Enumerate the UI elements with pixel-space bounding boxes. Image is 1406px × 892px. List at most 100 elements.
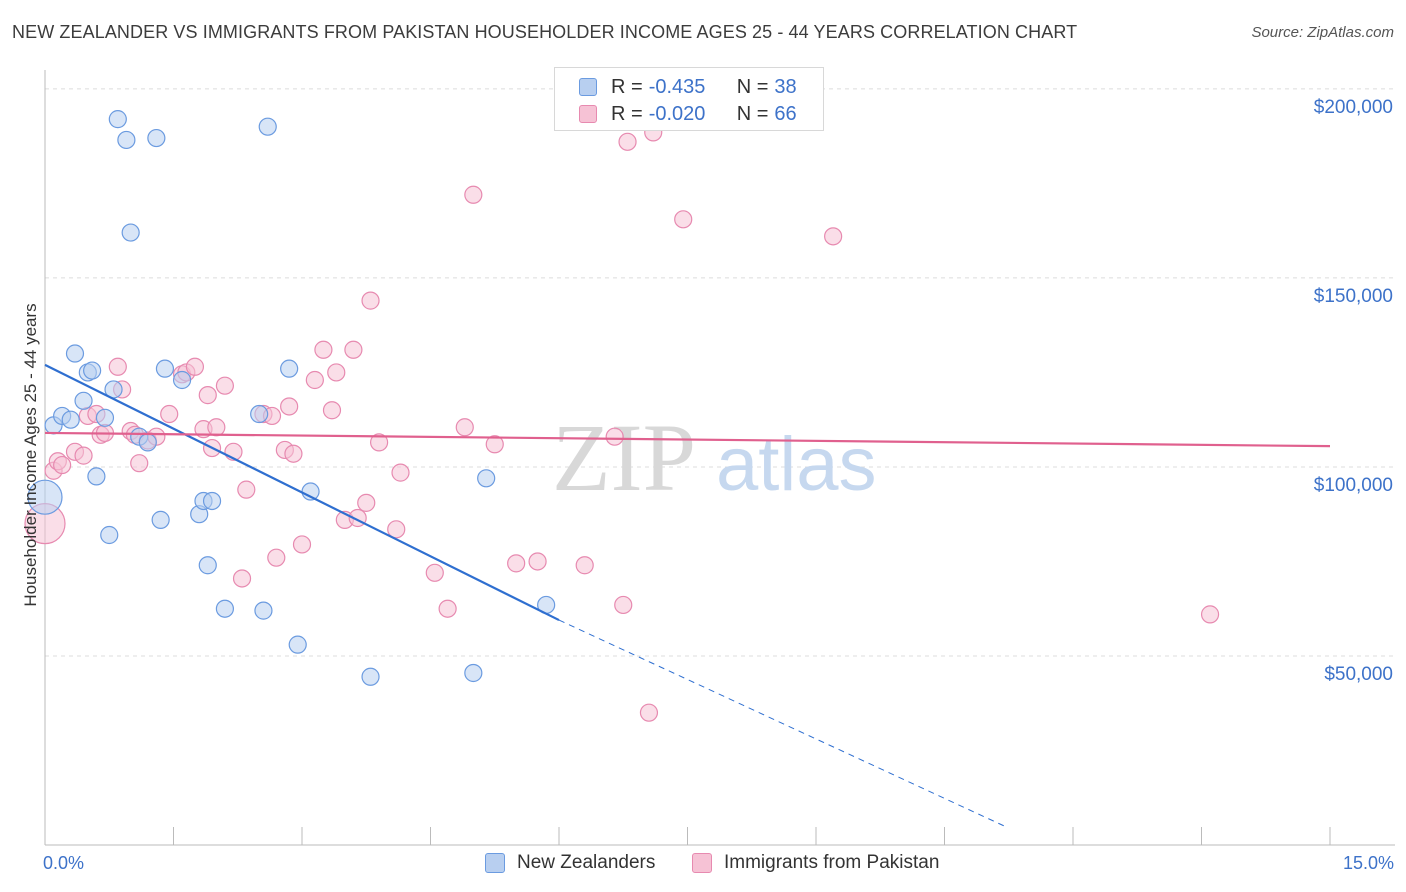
new-zealander-point	[280, 359, 299, 378]
r-value: -0.435	[648, 75, 706, 98]
pakistan-point	[280, 397, 299, 416]
pakistan-point	[198, 386, 217, 405]
new-zealander-point	[258, 117, 277, 136]
pakistan-point	[391, 463, 410, 482]
pakistan-point	[160, 404, 179, 424]
pakistan-point	[370, 433, 389, 452]
legend-row-new-zealanders: R = -0.435 N = 38	[579, 75, 797, 99]
legend-row-pakistan: R = -0.020 N = 66	[579, 102, 797, 126]
y-tick-label: $50,000	[1324, 664, 1393, 685]
pakistan-point	[130, 454, 149, 473]
pakistan-point	[438, 599, 457, 618]
new-zealander-point	[100, 525, 119, 545]
pakistan-point	[361, 291, 380, 310]
new-zealander-point	[83, 361, 102, 380]
legend-label-pakistan: Immigrants from Pakistan	[724, 852, 940, 873]
new-zealander-point	[250, 404, 269, 424]
pakistan-point	[485, 435, 504, 454]
pakistan-point	[575, 556, 594, 575]
x-tick-label-end: 15.0%	[1343, 853, 1394, 873]
pakistan-point	[207, 418, 226, 437]
pakistan-point	[824, 227, 843, 246]
pakistan-point	[528, 552, 547, 571]
new-zealander-point	[151, 510, 170, 529]
new-zealander-point	[288, 635, 307, 654]
pakistan-point	[344, 340, 363, 359]
x-tick-label-start: 0.0%	[43, 853, 84, 873]
new-zealander-point	[117, 130, 136, 150]
pakistan-point	[357, 493, 376, 512]
new-zealander-point	[202, 491, 222, 511]
n-value: 38	[774, 75, 797, 98]
pink-swatch-icon	[579, 105, 597, 123]
trend-lines	[44, 363, 1331, 827]
new-zealander-point	[87, 467, 106, 486]
new-zealander-point	[155, 359, 175, 378]
new-zealander-point	[138, 433, 157, 452]
source-label: Source: ZipAtlas.com	[1251, 24, 1394, 41]
blue-swatch-icon	[579, 78, 597, 96]
correlation-legend: R = -0.435 N = 38 R = -0.020 N = 66	[554, 67, 824, 131]
watermark-zip: ZIP	[552, 404, 696, 511]
y-axis-label: Householder Income Ages 25 - 44 years	[21, 303, 40, 606]
new-zealander-trend-line	[44, 363, 560, 622]
y-tick-label: $150,000	[1314, 286, 1393, 307]
pakistan-point	[455, 418, 474, 437]
pakistan-point	[53, 455, 72, 475]
pakistan-point	[327, 363, 346, 382]
pakistan-point	[305, 370, 324, 390]
pakistan-point	[425, 563, 444, 582]
new-zealander-trend-extension	[558, 619, 1005, 827]
pakistan-point	[74, 446, 93, 465]
r-label: R =	[611, 102, 643, 125]
n-label: N =	[736, 75, 769, 98]
pakistan-point	[1200, 605, 1220, 624]
blue-series-points	[27, 110, 556, 686]
new-zealander-point	[361, 667, 380, 686]
new-zealander-point	[95, 408, 115, 427]
n-value: 66	[774, 102, 797, 125]
legend-label-new-zealanders: New Zealanders	[517, 852, 656, 873]
y-tick-label: $100,000	[1314, 475, 1393, 496]
pakistan-point	[232, 569, 252, 588]
pakistan-point	[614, 595, 633, 615]
legend-item-new-zealanders: New Zealanders	[485, 852, 655, 874]
n-label: N =	[736, 102, 769, 125]
new-zealander-point	[464, 663, 483, 683]
watermark-atlas: atlas	[716, 422, 877, 507]
new-zealander-point	[198, 556, 217, 575]
gridlines	[45, 88, 1395, 657]
legend-item-pakistan: Immigrants from Pakistan	[692, 852, 939, 874]
pakistan-point	[322, 401, 342, 420]
new-zealander-point	[108, 110, 127, 129]
r-value: -0.020	[648, 102, 706, 125]
pakistan-point	[108, 357, 127, 376]
pakistan-point	[387, 520, 406, 539]
pakistan-point	[605, 427, 624, 446]
x-tick-labels: 0.0% 15.0%	[43, 853, 1394, 873]
pakistan-point	[292, 535, 312, 554]
axes	[44, 70, 1395, 846]
new-zealander-point	[172, 370, 192, 390]
pakistan-point	[237, 480, 256, 499]
pakistan-point	[639, 703, 659, 722]
new-zealander-point	[147, 128, 166, 148]
blue-swatch-icon	[485, 853, 505, 873]
pakistan-point	[284, 444, 303, 463]
new-zealander-point	[254, 601, 273, 620]
new-zealander-point	[215, 599, 234, 618]
pakistan-point	[215, 376, 234, 395]
pakistan-point	[464, 185, 483, 204]
r-label: R =	[611, 75, 643, 98]
new-zealander-point	[65, 344, 85, 363]
pakistan-point	[267, 548, 286, 567]
pakistan-point	[185, 357, 205, 376]
series-legend: New Zealanders Immigrants from Pakistan	[0, 852, 1406, 878]
new-zealander-point	[121, 223, 140, 242]
pink-swatch-icon	[692, 853, 712, 873]
pakistan-point	[674, 210, 693, 229]
pakistan-point	[314, 340, 333, 359]
chart-title: NEW ZEALANDER VS IMMIGRANTS FROM PAKISTA…	[12, 22, 1078, 42]
y-tick-label: $200,000	[1314, 97, 1393, 118]
